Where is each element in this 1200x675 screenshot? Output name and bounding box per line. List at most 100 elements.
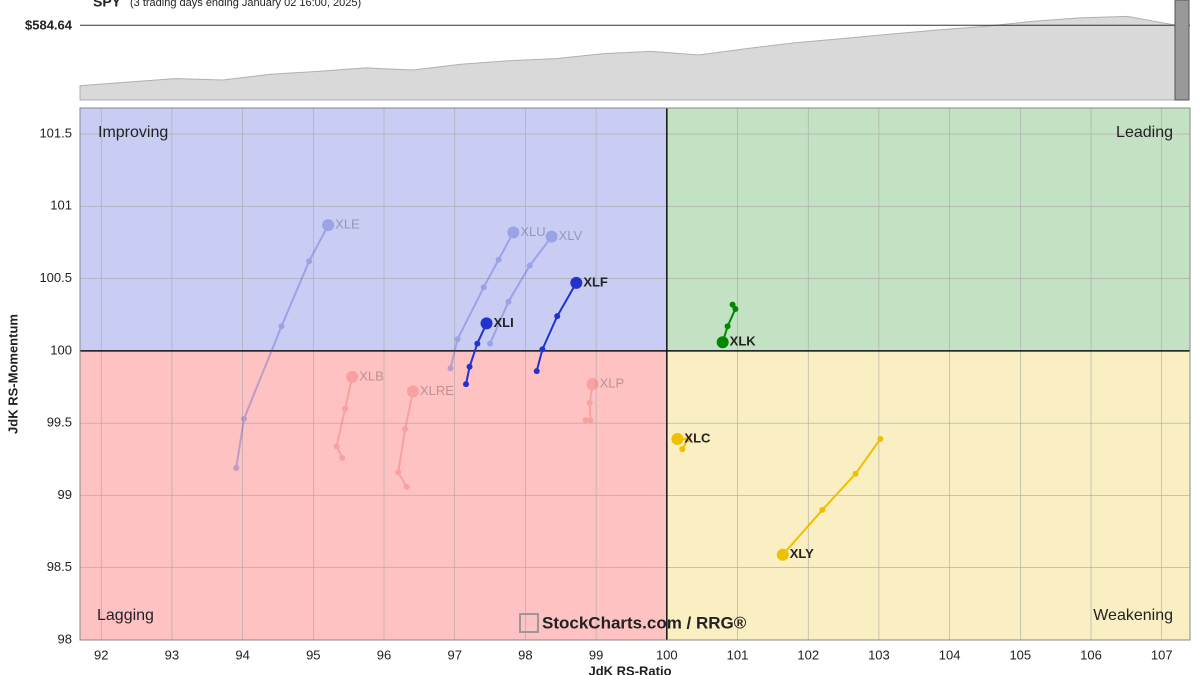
rrg-tail: XLE [233, 217, 360, 471]
series-label: XLF [583, 274, 608, 289]
head-point [716, 336, 729, 349]
x-axis-title: JdK RS-Ratio [588, 663, 671, 675]
tail-line [235, 224, 330, 469]
x-tick-label: 93 [165, 647, 179, 662]
y-tick-label: 100 [50, 342, 72, 357]
tail-point [278, 323, 285, 330]
tail-point [685, 436, 692, 443]
x-tick-label: 97 [447, 647, 461, 662]
tail-point [233, 464, 240, 471]
head-point [407, 385, 419, 398]
y-tick-label: 99 [58, 487, 72, 502]
head-point [776, 548, 789, 561]
quadrant-label: Lagging [97, 607, 154, 624]
y-tick-label: 101.5 [39, 125, 72, 140]
plot-border [79, 107, 1191, 641]
head-point [570, 276, 583, 289]
tail-point [463, 381, 470, 388]
tail-line [449, 231, 515, 369]
tail-point [333, 443, 340, 450]
tail-point [732, 305, 739, 312]
tail-point [582, 417, 589, 424]
x-tick-label: 104 [939, 647, 961, 662]
x-tick-label: 107 [1151, 647, 1173, 662]
tail-line [585, 383, 594, 422]
tail-point [241, 415, 248, 422]
x-tick-label: 99 [589, 647, 603, 662]
quadrant-label: Improving [98, 124, 168, 141]
tail-point [402, 425, 409, 432]
x-tick-label: 94 [235, 647, 249, 662]
tail-point [526, 262, 533, 269]
rrg-tail: XLP [582, 376, 625, 424]
tail-point [819, 506, 826, 513]
tail-point [306, 258, 313, 265]
tail-point [724, 323, 731, 330]
tail-point [466, 363, 473, 370]
x-tick-label: 98 [518, 647, 532, 662]
tail-point [729, 301, 736, 308]
head-point [671, 433, 684, 446]
head-point [507, 226, 520, 239]
tail-point [877, 436, 884, 443]
y-axis-title: JdK RS-Momentum [5, 314, 20, 434]
series-label: XLB [359, 368, 384, 383]
tail-point [586, 399, 593, 406]
tail-line [465, 322, 488, 385]
rrg-tail: XLU [447, 224, 546, 372]
head-point [322, 219, 335, 232]
y-tick-label: 101 [50, 198, 72, 213]
x-tick-label: 101 [727, 647, 749, 662]
tail-point [505, 298, 512, 305]
tail-point [852, 470, 859, 477]
tail-line [535, 282, 578, 372]
head-point [480, 317, 493, 330]
header-symbol: SPY [93, 0, 122, 10]
series-label: XLE [335, 217, 360, 232]
tail-point [454, 336, 461, 343]
range-handle [1174, 0, 1190, 101]
y-tick-label: 98 [58, 631, 72, 646]
tail-point [495, 256, 502, 263]
tail-point [342, 405, 349, 412]
rrg-tail: XLRE [395, 383, 454, 490]
tail-point [539, 346, 546, 353]
series-label: XLV [559, 228, 583, 243]
header-period: (3 trading days ending January 02 16:00,… [130, 0, 361, 9]
tail-line [335, 376, 354, 459]
rrg-tail: XLC [671, 430, 711, 453]
tail-point [447, 365, 454, 372]
tail-point [395, 469, 402, 476]
series-label: XLK [730, 334, 757, 349]
quadrant [80, 108, 667, 351]
series-label: XLP [600, 376, 625, 391]
watermark-icon [519, 613, 539, 633]
tail-point [339, 454, 346, 461]
quadrant-label: Weakening [1093, 607, 1173, 624]
rrg-tail: XLY [776, 436, 884, 561]
x-tick-label: 102 [797, 647, 819, 662]
watermark: StockCharts.com / RRG® [542, 613, 747, 632]
tail-point [533, 368, 540, 375]
tail-point [587, 417, 594, 424]
quadrant-label: Leading [1116, 124, 1173, 141]
y-tick-label: 100.5 [39, 270, 72, 285]
rrg-tail: XLK [716, 301, 757, 349]
price-area [79, 15, 1176, 101]
head-point [545, 230, 558, 243]
tail-point [474, 340, 481, 347]
tail-point [487, 340, 494, 347]
series-label: XLY [790, 546, 814, 561]
y-tick-label: 98.5 [47, 559, 72, 574]
tail-point [554, 313, 561, 320]
tail-line [489, 236, 553, 345]
head-point [346, 370, 359, 383]
rrg-tail: XLI [463, 315, 514, 388]
rrg-tail: XLB [333, 368, 384, 461]
x-tick-label: 96 [377, 647, 391, 662]
rrg-tail: XLF [533, 274, 608, 375]
x-tick-label: 103 [868, 647, 890, 662]
x-tick-label: 105 [1009, 647, 1031, 662]
tail-line [782, 438, 882, 556]
